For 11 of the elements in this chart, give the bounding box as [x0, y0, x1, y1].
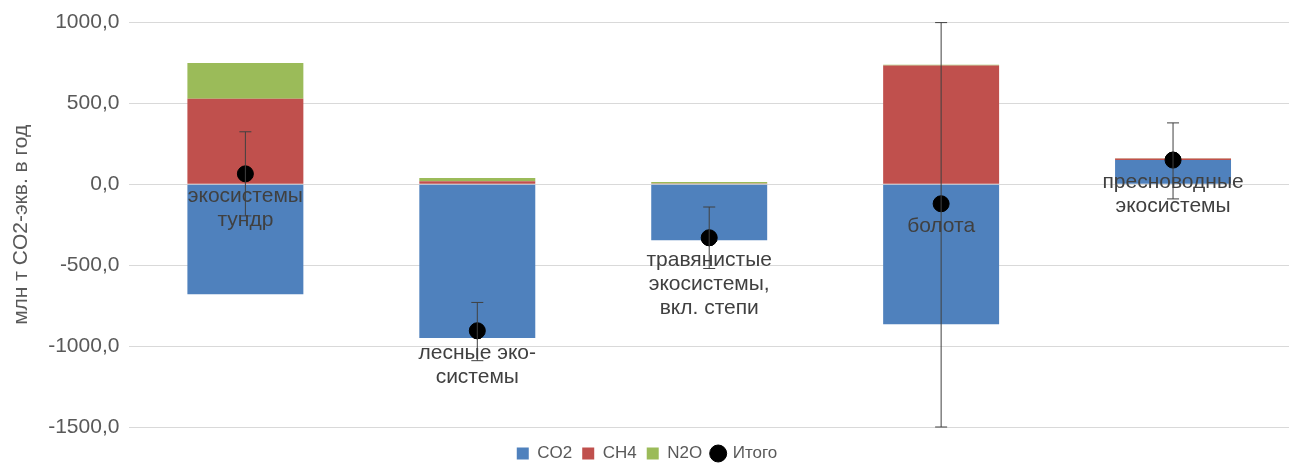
y-tick-label: 0,0 — [90, 171, 120, 195]
y-tick-label: -1000,0 — [48, 332, 120, 356]
y-tick-label: -1500,0 — [48, 413, 120, 437]
legend-label: CH4 — [602, 443, 637, 463]
y-tick-label: 500,0 — [66, 90, 120, 114]
legend-label: CO2 — [537, 443, 573, 463]
legend-label: N2O — [667, 443, 703, 463]
y-axis-title: млн т CO2-экв. в год — [8, 124, 32, 325]
y-tick-label: -500,0 — [59, 252, 120, 276]
y-tick-label: 1000,0 — [55, 9, 120, 33]
legend-label: Итого — [732, 443, 778, 463]
